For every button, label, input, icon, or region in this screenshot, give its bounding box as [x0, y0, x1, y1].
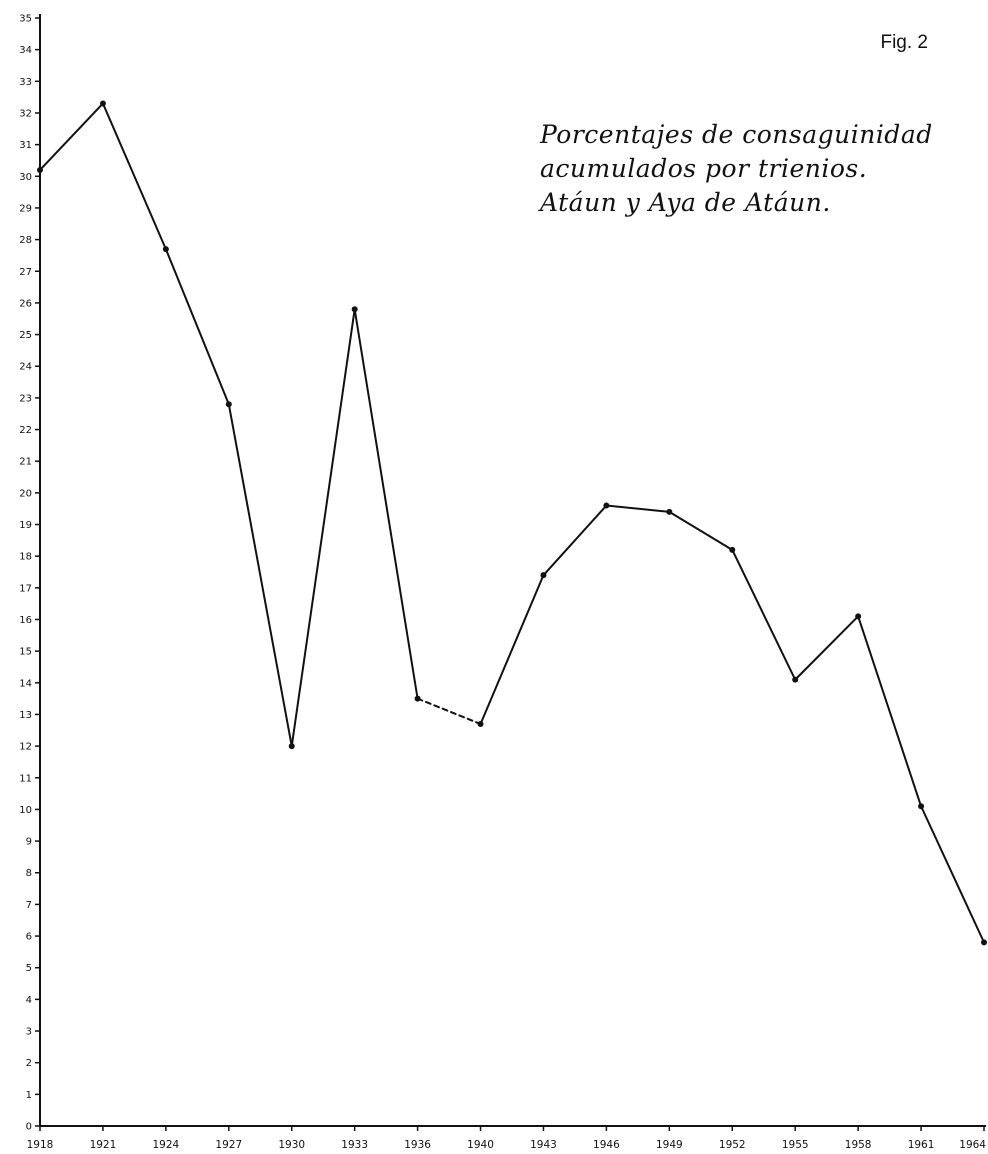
x-tick-label: 1933	[341, 1139, 368, 1151]
y-tick-label: 1	[26, 1090, 32, 1101]
x-tick-label: 1958	[845, 1139, 872, 1151]
data-point	[729, 546, 736, 553]
series-segment	[668, 510, 734, 551]
series-segment	[605, 504, 671, 513]
y-tick-label: 19	[19, 520, 32, 531]
y-tick-label: 30	[19, 172, 32, 183]
y-tick-label: 13	[19, 710, 32, 721]
y-tick-label: 8	[26, 868, 32, 879]
y-tick-label: 35	[19, 14, 32, 25]
data-point	[540, 572, 547, 579]
y-tick-label: 3	[26, 1027, 32, 1038]
series-segment	[479, 574, 545, 725]
figure-number-label: Fig. 2	[880, 32, 928, 53]
y-tick-label: 5	[26, 963, 32, 974]
x-tick-label: 1927	[215, 1139, 242, 1151]
x-axis-ticks: 1918 1921 1924 1927 1930 1933 1936 1940 1943 1946…	[27, 1126, 986, 1151]
series-segment	[542, 504, 608, 577]
x-tick-label: 1930	[278, 1139, 305, 1151]
series-segment	[353, 308, 419, 700]
data-point	[414, 695, 421, 702]
y-tick-label: 23	[19, 393, 32, 404]
data-point	[162, 246, 169, 253]
y-tick-label: 25	[19, 330, 32, 341]
data-point	[792, 676, 799, 683]
y-tick-label: 21	[19, 457, 32, 468]
series-segment-dashed	[416, 697, 482, 725]
y-tick-label: 24	[19, 362, 32, 373]
data-point	[288, 743, 295, 750]
y-tick-label: 14	[19, 678, 32, 689]
x-tick-label: 1949	[656, 1139, 683, 1151]
y-tick-label: 2	[26, 1058, 32, 1069]
y-tick-label: 16	[19, 615, 32, 626]
data-point	[981, 939, 987, 946]
x-tick-label: 1918	[27, 1139, 54, 1151]
y-tick-label: 29	[19, 203, 32, 214]
data-point	[37, 166, 43, 173]
x-tick-label: 1961	[908, 1139, 935, 1151]
series-segment	[857, 615, 923, 808]
y-tick-label: 12	[19, 742, 32, 753]
y-axis-ticks: 0123456789101112131415161718192021222324…	[19, 14, 40, 1133]
series-line	[39, 102, 985, 944]
y-tick-label: 22	[19, 425, 32, 436]
x-tick-label: 1955	[782, 1139, 809, 1151]
data-points	[37, 100, 987, 946]
series-segment	[101, 102, 167, 251]
y-tick-label: 31	[19, 140, 32, 151]
series-segment	[39, 102, 104, 171]
y-tick-label: 6	[26, 932, 32, 943]
data-point	[603, 502, 610, 509]
y-tick-label: 11	[19, 773, 32, 784]
y-tick-label: 4	[26, 995, 32, 1006]
y-tick-label: 20	[19, 488, 32, 499]
data-point	[225, 401, 232, 408]
data-point	[477, 720, 484, 727]
y-tick-label: 34	[19, 45, 32, 56]
data-point	[351, 306, 358, 313]
series-segment	[920, 805, 985, 944]
y-tick-label: 26	[19, 298, 32, 309]
y-tick-label: 27	[19, 267, 32, 278]
data-point	[855, 613, 862, 620]
x-tick-label: 1952	[719, 1139, 746, 1151]
x-tick-label: 1943	[530, 1139, 557, 1151]
axes	[39, 14, 986, 1127]
series-segment	[731, 548, 797, 681]
data-point	[99, 100, 106, 107]
series-segment	[227, 403, 293, 748]
y-tick-label: 18	[19, 552, 32, 563]
y-tick-label: 33	[19, 77, 32, 88]
series-segment	[290, 308, 356, 748]
y-tick-label: 28	[19, 235, 32, 246]
x-tick-label: 1946	[593, 1139, 620, 1151]
series-segment	[164, 248, 230, 406]
x-tick-label: 1936	[404, 1139, 431, 1151]
x-tick-label: 1964	[959, 1139, 986, 1151]
data-point	[666, 508, 673, 515]
y-tick-label: 10	[19, 805, 32, 816]
series-segment	[794, 615, 860, 681]
y-tick-label: 17	[19, 583, 32, 594]
x-tick-label: 1940	[467, 1139, 494, 1151]
y-tick-label: 32	[19, 108, 32, 119]
y-tick-label: 0	[26, 1122, 32, 1133]
x-tick-label: 1924	[152, 1139, 179, 1151]
x-tick-label: 1921	[90, 1139, 117, 1151]
y-tick-label: 15	[19, 647, 32, 658]
chart-title: Porcentajes de consaguinidad acumulados …	[540, 120, 933, 217]
data-point	[918, 803, 925, 810]
y-tick-label: 9	[26, 837, 32, 848]
y-tick-label: 7	[26, 900, 32, 911]
